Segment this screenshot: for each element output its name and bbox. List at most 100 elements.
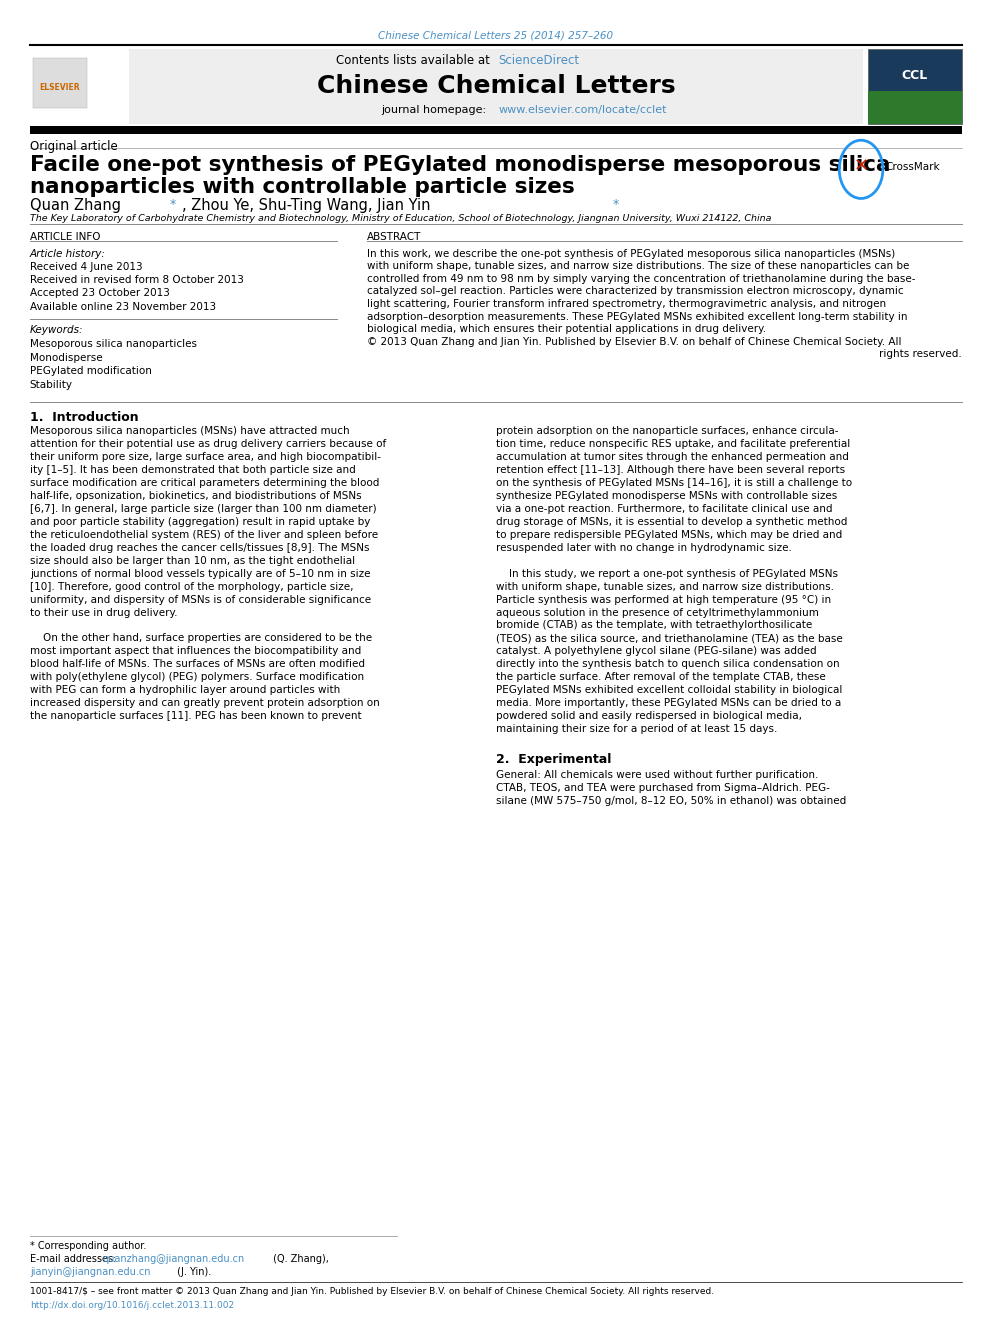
- FancyBboxPatch shape: [868, 91, 962, 124]
- Text: rights reserved.: rights reserved.: [880, 349, 962, 360]
- Text: Particle synthesis was performed at high temperature (95 °C) in: Particle synthesis was performed at high…: [496, 594, 831, 605]
- Text: with poly(ethylene glycol) (PEG) polymers. Surface modification: with poly(ethylene glycol) (PEG) polymer…: [30, 672, 364, 683]
- Text: Received 4 June 2013: Received 4 June 2013: [30, 262, 143, 273]
- Text: Keywords:: Keywords:: [30, 325, 83, 336]
- Text: with uniform shape, tunable sizes, and narrow size distributions. The size of th: with uniform shape, tunable sizes, and n…: [367, 261, 910, 271]
- Text: attention for their potential use as drug delivery carriers because of: attention for their potential use as dru…: [30, 439, 386, 448]
- Text: Stability: Stability: [30, 380, 72, 390]
- FancyBboxPatch shape: [868, 49, 962, 124]
- Text: Quan Zhang: Quan Zhang: [30, 198, 121, 213]
- Text: General: All chemicals were used without further purification.: General: All chemicals were used without…: [496, 770, 818, 781]
- Text: aqueous solution in the presence of cetyltrimethylammonium: aqueous solution in the presence of cety…: [496, 607, 818, 618]
- Text: Mesoporous silica nanoparticles: Mesoporous silica nanoparticles: [30, 339, 196, 349]
- Text: ScienceDirect: ScienceDirect: [498, 54, 579, 67]
- Text: On the other hand, surface properties are considered to be the: On the other hand, surface properties ar…: [30, 634, 372, 643]
- Text: PEGylated modification: PEGylated modification: [30, 366, 152, 377]
- Text: Available online 23 November 2013: Available online 23 November 2013: [30, 302, 216, 312]
- Text: with uniform shape, tunable sizes, and narrow size distributions.: with uniform shape, tunable sizes, and n…: [496, 582, 834, 591]
- Text: the reticuloendothelial system (RES) of the liver and spleen before: the reticuloendothelial system (RES) of …: [30, 529, 378, 540]
- Text: 2.  Experimental: 2. Experimental: [496, 753, 611, 766]
- Text: synthesize PEGylated monodisperse MSNs with controllable sizes: synthesize PEGylated monodisperse MSNs w…: [496, 491, 837, 501]
- Text: *: *: [609, 198, 619, 212]
- Text: controlled from 49 nm to 98 nm by simply varying the concentration of triethanol: controlled from 49 nm to 98 nm by simply…: [367, 274, 916, 284]
- Text: Facile one-pot synthesis of PEGylated monodisperse mesoporous silica: Facile one-pot synthesis of PEGylated mo…: [30, 155, 890, 175]
- Text: bromide (CTAB) as the template, with tetraethylorthosilicate: bromide (CTAB) as the template, with tet…: [496, 620, 812, 631]
- Text: Monodisperse: Monodisperse: [30, 352, 102, 363]
- Text: http://dx.doi.org/10.1016/j.cclet.2013.11.002: http://dx.doi.org/10.1016/j.cclet.2013.1…: [30, 1301, 234, 1310]
- Text: with PEG can form a hydrophilic layer around particles with: with PEG can form a hydrophilic layer ar…: [30, 685, 340, 696]
- Text: *: *: [166, 198, 176, 212]
- Text: junctions of normal blood vessels typically are of 5–10 nm in size: junctions of normal blood vessels typica…: [30, 569, 370, 578]
- Text: CCL: CCL: [902, 69, 928, 82]
- Text: their uniform pore size, large surface area, and high biocompatibil-: their uniform pore size, large surface a…: [30, 452, 381, 462]
- Text: uniformity, and dispersity of MSNs is of considerable significance: uniformity, and dispersity of MSNs is of…: [30, 594, 371, 605]
- Text: silane (MW 575–750 g/mol, 8–12 EO, 50% in ethanol) was obtained: silane (MW 575–750 g/mol, 8–12 EO, 50% i…: [496, 796, 846, 806]
- FancyBboxPatch shape: [33, 58, 87, 108]
- Text: In this study, we report a one-pot synthesis of PEGylated MSNs: In this study, we report a one-pot synth…: [496, 569, 838, 578]
- Text: media. More importantly, these PEGylated MSNs can be dried to a: media. More importantly, these PEGylated…: [496, 699, 841, 708]
- Text: Article history:: Article history:: [30, 249, 105, 259]
- Text: directly into the synthesis batch to quench silica condensation on: directly into the synthesis batch to que…: [496, 659, 839, 669]
- Text: E-mail addresses:: E-mail addresses:: [30, 1254, 119, 1265]
- Text: Chinese Chemical Letters 25 (2014) 257–260: Chinese Chemical Letters 25 (2014) 257–2…: [378, 30, 614, 41]
- Text: adsorption–desorption measurements. These PEGylated MSNs exhibited excellent lon: adsorption–desorption measurements. Thes…: [367, 311, 908, 321]
- Text: ELSEVIER: ELSEVIER: [40, 83, 80, 93]
- Text: to prepare redispersible PEGylated MSNs, which may be dried and: to prepare redispersible PEGylated MSNs,…: [496, 529, 842, 540]
- Text: to their use in drug delivery.: to their use in drug delivery.: [30, 607, 178, 618]
- Text: * Corresponding author.: * Corresponding author.: [30, 1241, 146, 1252]
- Text: nanoparticles with controllable particle sizes: nanoparticles with controllable particle…: [30, 177, 574, 197]
- Text: In this work, we describe the one-pot synthesis of PEGylated mesoporous silica n: In this work, we describe the one-pot sy…: [367, 249, 896, 259]
- Text: via a one-pot reaction. Furthermore, to facilitate clinical use and: via a one-pot reaction. Furthermore, to …: [496, 504, 832, 513]
- Text: on the synthesis of PEGylated MSNs [14–16], it is still a challenge to: on the synthesis of PEGylated MSNs [14–1…: [496, 478, 852, 488]
- Text: powdered solid and easily redispersed in biological media,: powdered solid and easily redispersed in…: [496, 712, 802, 721]
- Text: ✕: ✕: [853, 157, 869, 176]
- Text: Contents lists available at: Contents lists available at: [336, 54, 494, 67]
- Text: Chinese Chemical Letters: Chinese Chemical Letters: [316, 74, 676, 98]
- Text: [6,7]. In general, large particle size (larger than 100 nm diameter): [6,7]. In general, large particle size (…: [30, 504, 376, 513]
- Text: increased dispersity and can greatly prevent protein adsorption on: increased dispersity and can greatly pre…: [30, 699, 380, 708]
- FancyBboxPatch shape: [30, 49, 119, 124]
- Text: accumulation at tumor sites through the enhanced permeation and: accumulation at tumor sites through the …: [496, 452, 849, 462]
- Bar: [30, 126, 962, 134]
- Text: www.elsevier.com/locate/cclet: www.elsevier.com/locate/cclet: [499, 105, 668, 115]
- Text: the particle surface. After removal of the template CTAB, these: the particle surface. After removal of t…: [496, 672, 825, 683]
- Text: Original article: Original article: [30, 140, 117, 153]
- Text: Accepted 23 October 2013: Accepted 23 October 2013: [30, 288, 170, 299]
- Text: the loaded drug reaches the cancer cells/tissues [8,9]. The MSNs: the loaded drug reaches the cancer cells…: [30, 542, 369, 553]
- Text: drug storage of MSNs, it is essential to develop a synthetic method: drug storage of MSNs, it is essential to…: [496, 517, 847, 527]
- Text: Mesoporous silica nanoparticles (MSNs) have attracted much: Mesoporous silica nanoparticles (MSNs) h…: [30, 426, 349, 437]
- Text: PEGylated MSNs exhibited excellent colloidal stability in biological: PEGylated MSNs exhibited excellent collo…: [496, 685, 842, 696]
- Text: [10]. Therefore, good control of the morphology, particle size,: [10]. Therefore, good control of the mor…: [30, 582, 353, 591]
- Text: CTAB, TEOS, and TEA were purchased from Sigma–Aldrich. PEG-: CTAB, TEOS, and TEA were purchased from …: [496, 783, 830, 794]
- Text: 1.  Introduction: 1. Introduction: [30, 411, 139, 425]
- Text: CrossMark: CrossMark: [886, 161, 940, 172]
- Text: Received in revised form 8 October 2013: Received in revised form 8 October 2013: [30, 275, 244, 286]
- Text: , Zhou Ye, Shu-Ting Wang, Jian Yin: , Zhou Ye, Shu-Ting Wang, Jian Yin: [182, 198, 431, 213]
- Text: ARTICLE INFO: ARTICLE INFO: [30, 232, 100, 242]
- Text: half-life, opsonization, biokinetics, and biodistributions of MSNs: half-life, opsonization, biokinetics, an…: [30, 491, 361, 501]
- Text: the nanoparticle surfaces [11]. PEG has been known to prevent: the nanoparticle surfaces [11]. PEG has …: [30, 712, 361, 721]
- Text: tion time, reduce nonspecific RES uptake, and facilitate preferential: tion time, reduce nonspecific RES uptake…: [496, 439, 850, 448]
- Text: (Q. Zhang),: (Q. Zhang),: [270, 1254, 328, 1265]
- Text: blood half-life of MSNs. The surfaces of MSNs are often modified: blood half-life of MSNs. The surfaces of…: [30, 659, 365, 669]
- FancyBboxPatch shape: [129, 49, 863, 124]
- Text: surface modification are critical parameters determining the blood: surface modification are critical parame…: [30, 478, 379, 488]
- Text: and poor particle stability (aggregation) result in rapid uptake by: and poor particle stability (aggregation…: [30, 517, 370, 527]
- Text: size should also be larger than 10 nm, as the tight endothelial: size should also be larger than 10 nm, a…: [30, 556, 355, 566]
- Text: catalyzed sol–gel reaction. Particles were characterized by transmission electro: catalyzed sol–gel reaction. Particles we…: [367, 286, 904, 296]
- Text: biological media, which ensures their potential applications in drug delivery.: biological media, which ensures their po…: [367, 324, 766, 335]
- Text: (J. Yin).: (J. Yin).: [174, 1267, 211, 1278]
- Text: maintaining their size for a period of at least 15 days.: maintaining their size for a period of a…: [496, 724, 778, 734]
- Text: jianyin@jiangnan.edu.cn: jianyin@jiangnan.edu.cn: [30, 1267, 150, 1278]
- Text: (TEOS) as the silica source, and triethanolamine (TEA) as the base: (TEOS) as the silica source, and trietha…: [496, 634, 843, 643]
- Text: most important aspect that influences the biocompatibility and: most important aspect that influences th…: [30, 647, 361, 656]
- Text: quanzhang@jiangnan.edu.cn: quanzhang@jiangnan.edu.cn: [102, 1254, 244, 1265]
- Text: The Key Laboratory of Carbohydrate Chemistry and Biotechnology, Ministry of Educ: The Key Laboratory of Carbohydrate Chemi…: [30, 214, 771, 224]
- Text: catalyst. A polyethylene glycol silane (PEG-silane) was added: catalyst. A polyethylene glycol silane (…: [496, 647, 816, 656]
- Text: ity [1–5]. It has been demonstrated that both particle size and: ity [1–5]. It has been demonstrated that…: [30, 464, 355, 475]
- Text: light scattering, Fourier transform infrared spectrometry, thermogravimetric ana: light scattering, Fourier transform infr…: [367, 299, 886, 310]
- Text: retention effect [11–13]. Although there have been several reports: retention effect [11–13]. Although there…: [496, 464, 845, 475]
- Text: protein adsorption on the nanoparticle surfaces, enhance circula-: protein adsorption on the nanoparticle s…: [496, 426, 838, 437]
- Text: journal homepage:: journal homepage:: [381, 105, 493, 115]
- Text: resuspended later with no change in hydrodynamic size.: resuspended later with no change in hydr…: [496, 542, 792, 553]
